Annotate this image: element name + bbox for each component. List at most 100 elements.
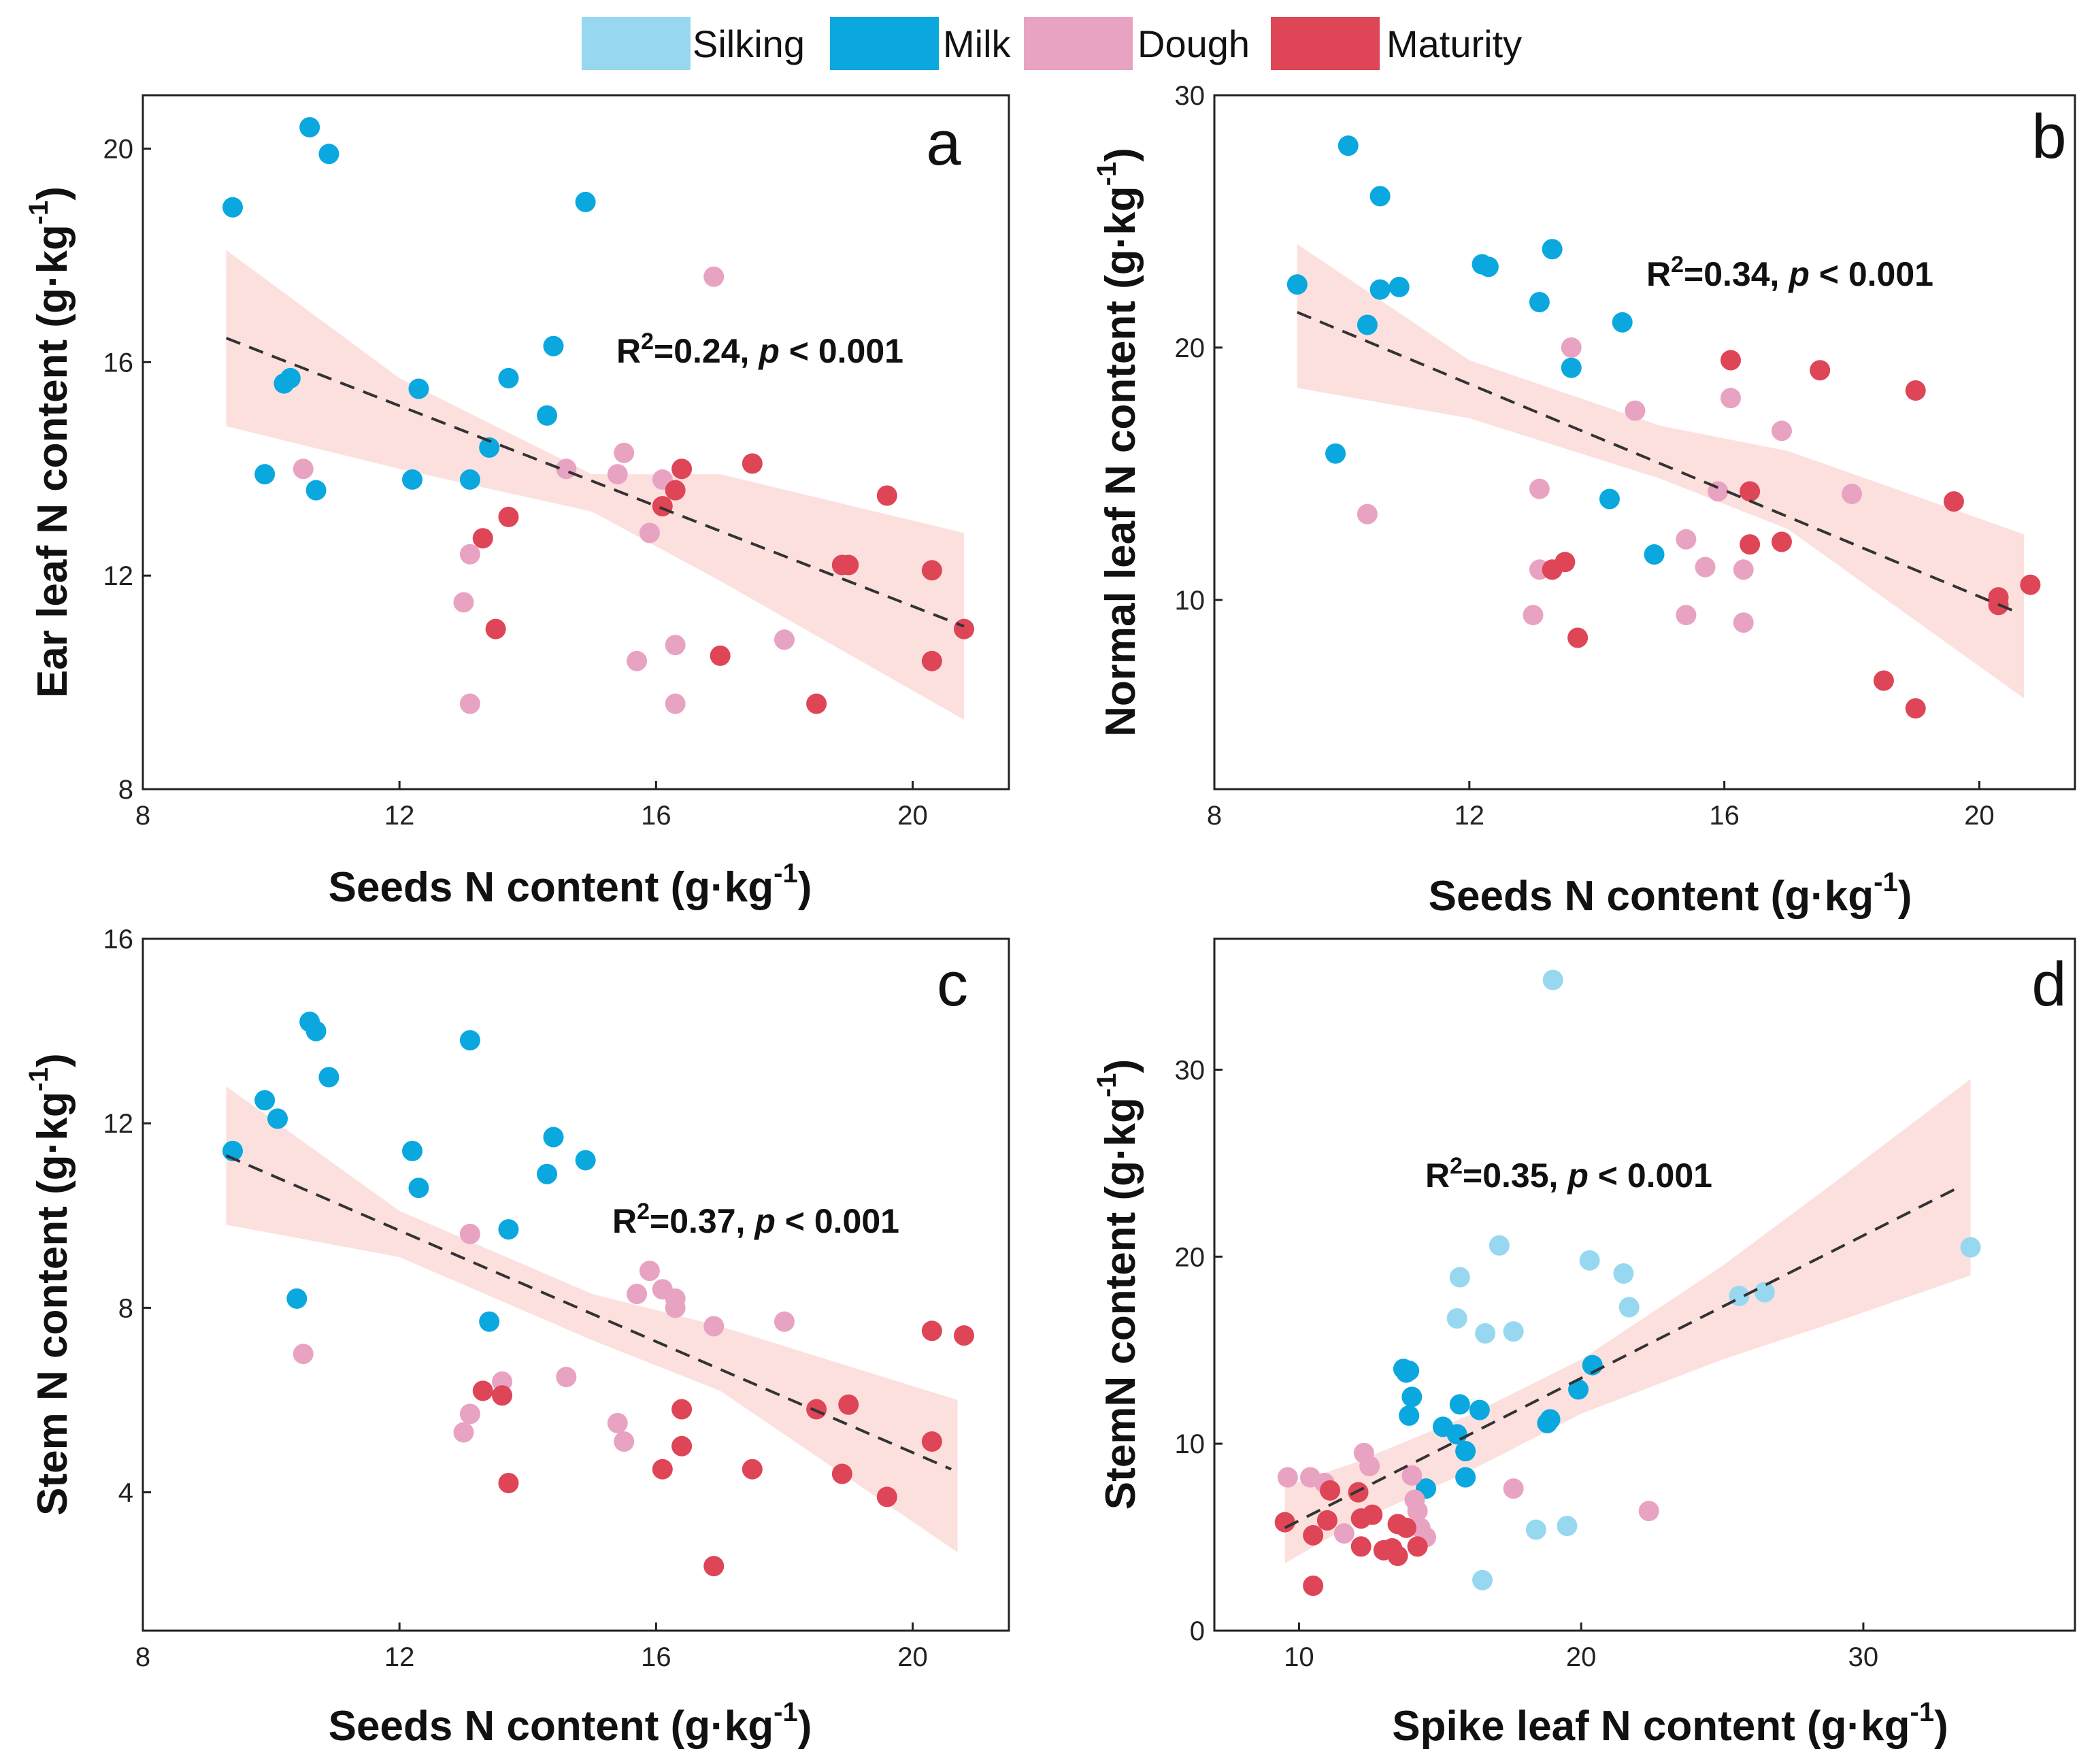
data-point-milk [1469, 1399, 1490, 1420]
data-point-silking [1475, 1322, 1496, 1344]
y-axis-label-close: ) [29, 186, 76, 201]
data-point-milk [1396, 1362, 1417, 1383]
regression-stat: R2=0.35, p < 0.001 [1425, 1153, 1712, 1195]
x-axis-label-close: ) [798, 864, 812, 911]
series-milk [1286, 135, 1665, 565]
legend-item-dough: Dough [1024, 17, 1250, 70]
x-axis-label: Seeds N content (g·kg-1) [329, 859, 812, 911]
y-tick-label: 20 [1175, 333, 1206, 363]
y-tick-label: 30 [1175, 1055, 1206, 1085]
stat-r: R [616, 332, 641, 370]
panel-letter: d [2031, 950, 2066, 1019]
data-point-milk [408, 378, 429, 399]
data-point-milk [318, 1067, 339, 1088]
stat-r-sup: 2 [1450, 1153, 1463, 1179]
data-point-maturity [1303, 1525, 1324, 1546]
data-point-dough [639, 522, 660, 544]
series-dough [1277, 1442, 1659, 1548]
data-point-milk [1401, 1386, 1423, 1408]
y-tick-label: 12 [103, 561, 134, 591]
data-point-silking [1613, 1263, 1634, 1284]
data-point-maturity [1320, 1480, 1341, 1501]
data-point-maturity [671, 1399, 693, 1420]
data-point-milk [1612, 312, 1633, 333]
data-point-milk [267, 1108, 288, 1129]
data-point-dough [1842, 484, 1863, 505]
stat-r: R [1646, 255, 1671, 293]
y-tick-label: 8 [118, 775, 133, 805]
data-point-milk [537, 405, 558, 426]
x-tick-label: 12 [384, 801, 415, 831]
data-point-dough [703, 1316, 725, 1337]
confidence-band [226, 1086, 958, 1552]
legend-label: Dough [1137, 22, 1250, 65]
data-point-milk [498, 1219, 519, 1240]
y-axis-label: StemN content (g·kg-1) [1092, 1059, 1144, 1510]
data-point-maturity [876, 1486, 897, 1508]
data-point-milk [408, 1178, 429, 1199]
data-point-maturity [1350, 1536, 1372, 1557]
data-point-dough [665, 693, 686, 714]
y-tick-label: 16 [103, 925, 134, 954]
data-point-dough [703, 266, 725, 287]
data-point-dough [1676, 605, 1697, 626]
data-point-silking [1542, 969, 1563, 991]
x-tick-label: 10 [1284, 1642, 1314, 1672]
legend-swatch-milk [830, 17, 939, 70]
data-point-dough [1359, 1456, 1380, 1477]
data-point-maturity [1387, 1546, 1408, 1567]
x-axis-label-text: Seeds N content (g·kg [329, 864, 774, 911]
data-point-milk [1455, 1467, 1476, 1488]
data-point-milk [1357, 314, 1378, 335]
data-point-maturity [1362, 1504, 1383, 1525]
regression-line [1284, 1184, 1963, 1529]
stat-p-value: < 0.001 [1589, 1156, 1712, 1195]
data-point-milk [1561, 357, 1582, 378]
data-point-milk [459, 469, 480, 490]
x-axis-label-sup: -1 [1874, 867, 1898, 897]
y-tick-label: 0 [1190, 1616, 1205, 1646]
data-point-dough [607, 464, 628, 485]
data-point-maturity [921, 560, 942, 581]
data-point-dough [1401, 1465, 1423, 1486]
x-axis-label: Seeds N content (g·kg-1) [329, 1697, 812, 1750]
legend-swatch-dough [1024, 17, 1133, 70]
x-axis-label-close: ) [1934, 1703, 1948, 1750]
data-point-milk [299, 117, 320, 138]
data-point-dough [293, 459, 314, 480]
data-point-milk [1399, 1405, 1420, 1426]
data-point-maturity [703, 1556, 725, 1577]
data-point-dough [774, 629, 795, 650]
stat-r2-value: =0.35, [1463, 1156, 1567, 1195]
y-axis-label-close: ) [29, 1053, 76, 1067]
data-point-dough [639, 1261, 660, 1282]
data-point-silking [1579, 1250, 1600, 1271]
x-tick-label: 16 [641, 801, 671, 831]
stat-p: p [1566, 1156, 1589, 1195]
stat-p-value: < 0.001 [776, 1202, 899, 1240]
data-point-maturity [1567, 627, 1589, 648]
data-point-milk [575, 1150, 596, 1171]
data-point-maturity [953, 1325, 974, 1346]
data-point-milk [305, 1020, 327, 1042]
data-point-dough [1407, 1501, 1428, 1522]
data-point-silking [1557, 1516, 1578, 1537]
x-tick-label: 12 [384, 1642, 415, 1672]
panel-letter: b [2031, 102, 2066, 171]
data-point-milk [402, 1140, 423, 1161]
plot-frame [1213, 94, 2076, 791]
data-point-maturity [1316, 1510, 1337, 1531]
data-point-maturity [953, 618, 974, 639]
stat-p: p [757, 332, 780, 370]
panel-c: 8 12 16 20 4 8 12 16 c R2=0.37, p < 0.001 Seeds N … [24, 925, 1010, 1750]
legend-label: Silking [693, 22, 805, 65]
data-point-dough [774, 1311, 795, 1332]
legend-label: Milk [943, 22, 1012, 65]
data-point-milk [1369, 186, 1391, 207]
data-point-dough [614, 442, 635, 463]
panel-b: 8 12 16 20 10 20 30 b R2=0.34, p < 0.001 Seeds N … [1092, 81, 2076, 920]
data-point-maturity [921, 1431, 942, 1452]
panel-letter: c [937, 950, 968, 1019]
data-point-milk [1337, 135, 1359, 156]
